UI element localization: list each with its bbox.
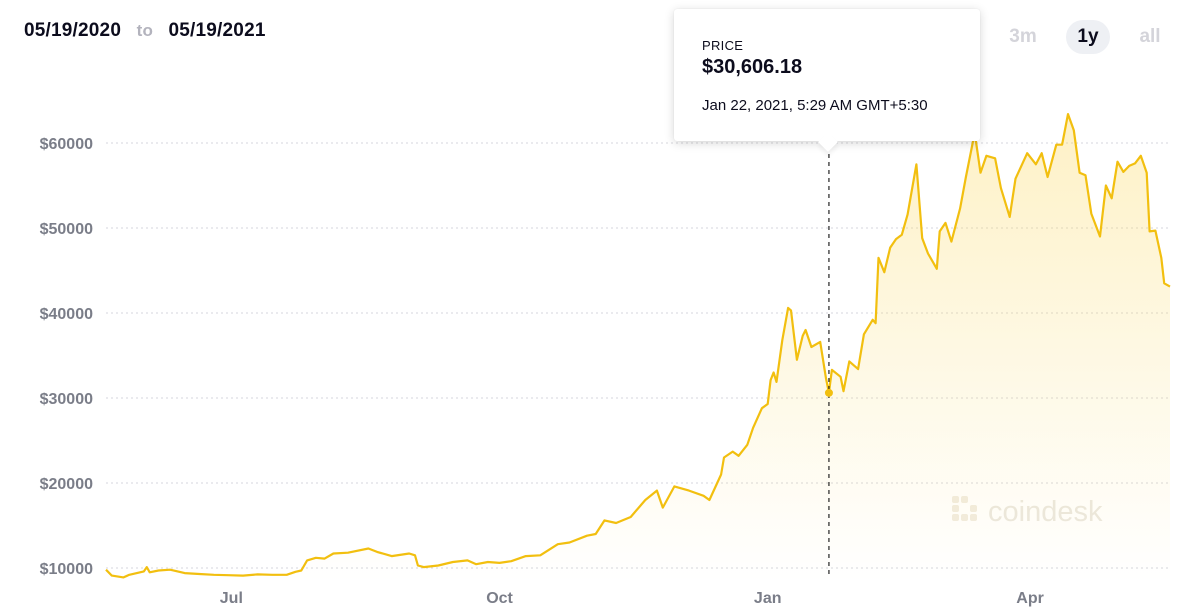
start-date[interactable]: 05/19/2020 (24, 20, 122, 41)
y-tick-label: $30000 (40, 391, 93, 408)
end-date[interactable]: 05/19/2021 (168, 20, 266, 41)
date-range: 05/19/2020 to 05/19/2021 (24, 20, 266, 42)
x-tick-label: Oct (486, 590, 513, 607)
y-tick-label: $10000 (40, 561, 93, 578)
y-tick-label: $60000 (40, 136, 93, 153)
x-tick-label: Jan (754, 590, 782, 607)
x-tick-label: Apr (1016, 590, 1044, 607)
range-button-all[interactable]: all (1139, 26, 1161, 47)
range-button-3m[interactable]: 3m (1009, 26, 1037, 47)
y-tick-label: $20000 (40, 476, 93, 493)
tooltip-date: Jan 22, 2021, 5:29 AM GMT+5:30 (702, 97, 928, 114)
range-button-1y[interactable]: 1y (1066, 20, 1110, 54)
date-separator: to (136, 21, 154, 40)
price-line (105, 113, 1171, 579)
price-tooltip: PRICE $30,606.18 Jan 22, 2021, 5:29 AM G… (674, 9, 980, 141)
x-tick-label: Jul (220, 590, 243, 607)
highlight-point (824, 388, 833, 397)
y-tick-label: $40000 (40, 306, 93, 323)
tooltip-label: PRICE (702, 38, 744, 53)
y-tick-label: $50000 (40, 221, 93, 238)
price-area (106, 114, 1170, 582)
tooltip-price: $30,606.18 (702, 56, 803, 78)
